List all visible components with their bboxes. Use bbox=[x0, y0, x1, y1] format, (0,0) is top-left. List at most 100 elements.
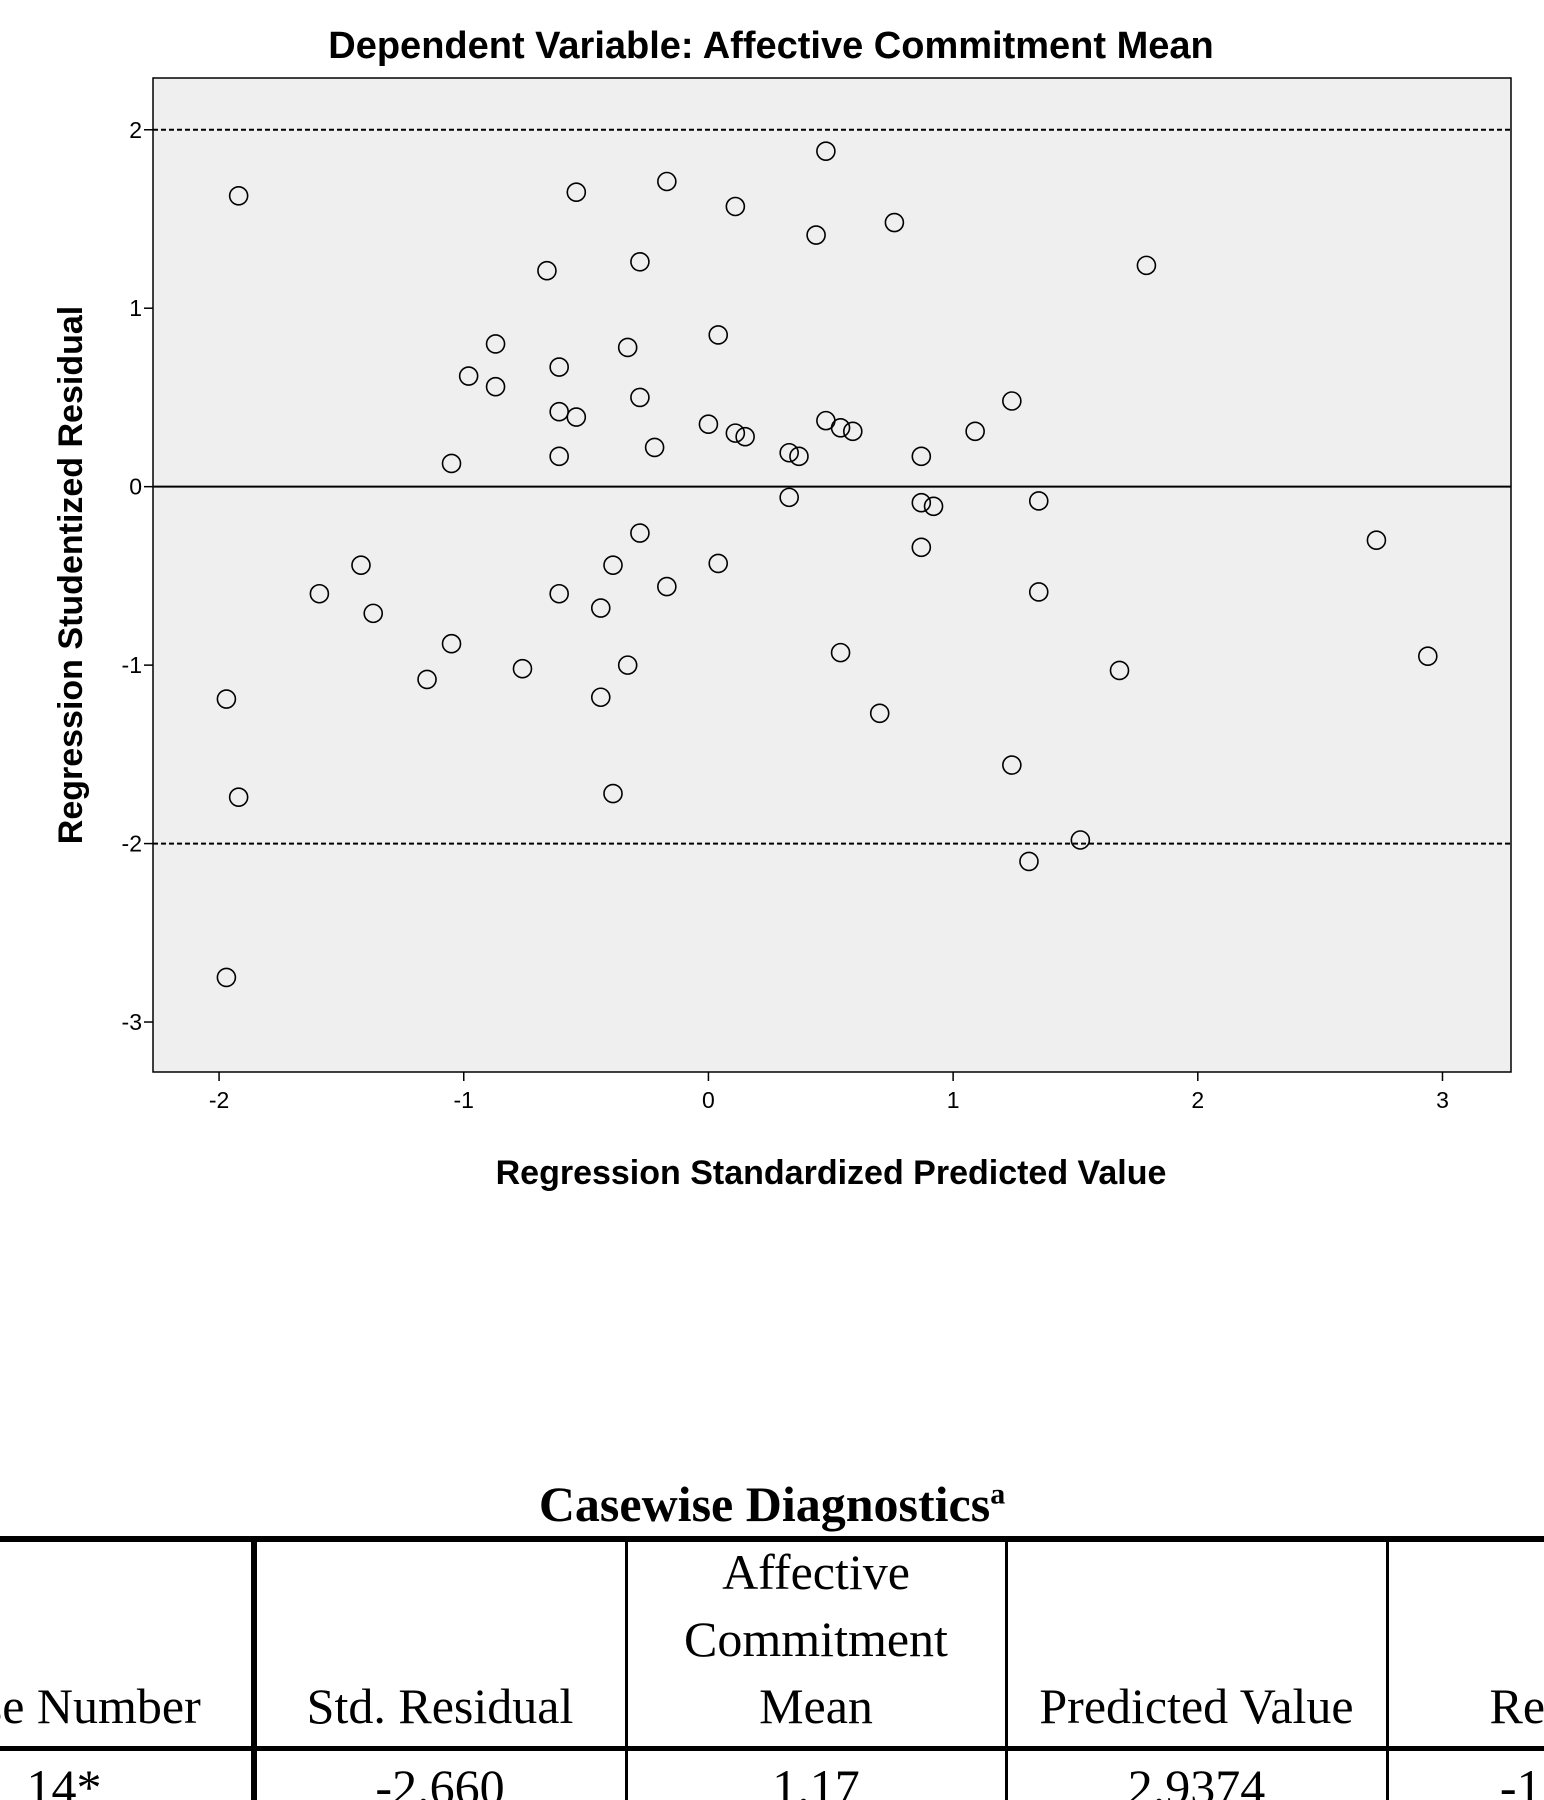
point bbox=[965, 421, 985, 442]
point bbox=[512, 658, 533, 679]
x-tick-label: 1 bbox=[947, 1087, 960, 1113]
point bbox=[830, 642, 851, 663]
point bbox=[228, 185, 249, 206]
table-cell: 2.9374 bbox=[1127, 1759, 1266, 1800]
point bbox=[617, 655, 638, 675]
point bbox=[216, 967, 237, 988]
point bbox=[566, 182, 587, 203]
y-tick-label: -2 bbox=[122, 831, 142, 857]
point bbox=[1136, 255, 1157, 276]
point bbox=[549, 446, 569, 467]
point bbox=[630, 387, 650, 408]
point bbox=[458, 366, 479, 386]
table-cell: -1.7674 bbox=[1499, 1759, 1544, 1800]
point bbox=[1028, 582, 1049, 602]
column-rule bbox=[625, 1539, 628, 1800]
point bbox=[869, 703, 890, 724]
point bbox=[1028, 491, 1049, 511]
point bbox=[1418, 646, 1438, 666]
point bbox=[363, 603, 384, 624]
point bbox=[698, 414, 719, 435]
y-tick-label: 2 bbox=[129, 117, 142, 143]
point bbox=[228, 787, 249, 807]
point bbox=[351, 555, 371, 575]
table-title-note: a bbox=[990, 1477, 1006, 1511]
table-cell: 1.17 bbox=[772, 1759, 860, 1800]
table-top-rule bbox=[0, 1536, 1544, 1542]
point bbox=[549, 583, 569, 604]
x-tick-label: 3 bbox=[1436, 1087, 1449, 1113]
point bbox=[789, 446, 809, 467]
point bbox=[617, 337, 638, 358]
point bbox=[725, 196, 746, 217]
table-header-rule bbox=[0, 1746, 1544, 1751]
y-tick-label: 1 bbox=[129, 295, 142, 321]
point bbox=[644, 437, 665, 458]
y-tick-label: -3 bbox=[122, 1009, 142, 1035]
point bbox=[779, 487, 799, 508]
column-rule bbox=[251, 1539, 257, 1800]
point bbox=[549, 357, 569, 377]
point bbox=[309, 583, 330, 604]
point bbox=[566, 407, 587, 427]
point bbox=[923, 496, 944, 517]
point bbox=[441, 453, 462, 474]
x-tick-label: 0 bbox=[702, 1087, 715, 1113]
point bbox=[417, 669, 437, 690]
point bbox=[842, 421, 863, 442]
point bbox=[1070, 830, 1091, 850]
point bbox=[657, 576, 677, 597]
point bbox=[630, 523, 650, 543]
point bbox=[216, 689, 237, 709]
point bbox=[911, 446, 932, 467]
x-tick-label: -1 bbox=[454, 1087, 474, 1113]
column-rule bbox=[1386, 1539, 1389, 1800]
table-title: Casewise Diagnosticsa bbox=[0, 1475, 1544, 1533]
chart-title: Dependent Variable: Affective Commitment… bbox=[328, 25, 1213, 67]
point bbox=[735, 426, 755, 447]
x-tick-label: -2 bbox=[209, 1087, 229, 1113]
point bbox=[1002, 391, 1022, 411]
x-tick-label: 2 bbox=[1191, 1087, 1204, 1113]
point bbox=[1019, 851, 1039, 872]
column-rule bbox=[1005, 1539, 1008, 1800]
point bbox=[603, 555, 623, 575]
point bbox=[816, 141, 836, 161]
y-axis-title: Regression Studentized Residual bbox=[52, 306, 90, 844]
point bbox=[441, 633, 462, 654]
y-tick-label: 0 bbox=[129, 474, 142, 500]
column-header: Predicted Value bbox=[1039, 1678, 1354, 1734]
point bbox=[708, 553, 729, 574]
point bbox=[779, 442, 799, 463]
point bbox=[657, 171, 677, 192]
plot-area bbox=[152, 77, 1512, 1073]
point bbox=[911, 492, 932, 513]
point bbox=[911, 537, 932, 558]
point bbox=[485, 376, 506, 397]
table-cell: -2.660 bbox=[375, 1759, 505, 1800]
column-header: Case Number bbox=[0, 1678, 201, 1734]
column-header: Residual bbox=[1489, 1678, 1544, 1734]
point bbox=[537, 260, 557, 281]
column-header: Std. Residual bbox=[306, 1678, 574, 1734]
point bbox=[630, 252, 650, 272]
column-header: Affective Commitment Mean bbox=[684, 1544, 948, 1734]
table-title-text: Casewise Diagnostics bbox=[538, 1476, 991, 1532]
point bbox=[725, 423, 746, 443]
point bbox=[830, 417, 851, 438]
x-axis-title: Regression Standardized Predicted Value bbox=[496, 1154, 1167, 1192]
y-tick-label: -1 bbox=[122, 652, 142, 678]
point bbox=[806, 225, 826, 245]
point bbox=[603, 783, 623, 804]
table-cell: 14* bbox=[26, 1759, 102, 1800]
point bbox=[1002, 755, 1022, 775]
point bbox=[884, 212, 905, 233]
point bbox=[485, 334, 506, 354]
point bbox=[590, 598, 611, 618]
point bbox=[1366, 530, 1387, 551]
point bbox=[590, 687, 611, 708]
point bbox=[708, 325, 729, 345]
